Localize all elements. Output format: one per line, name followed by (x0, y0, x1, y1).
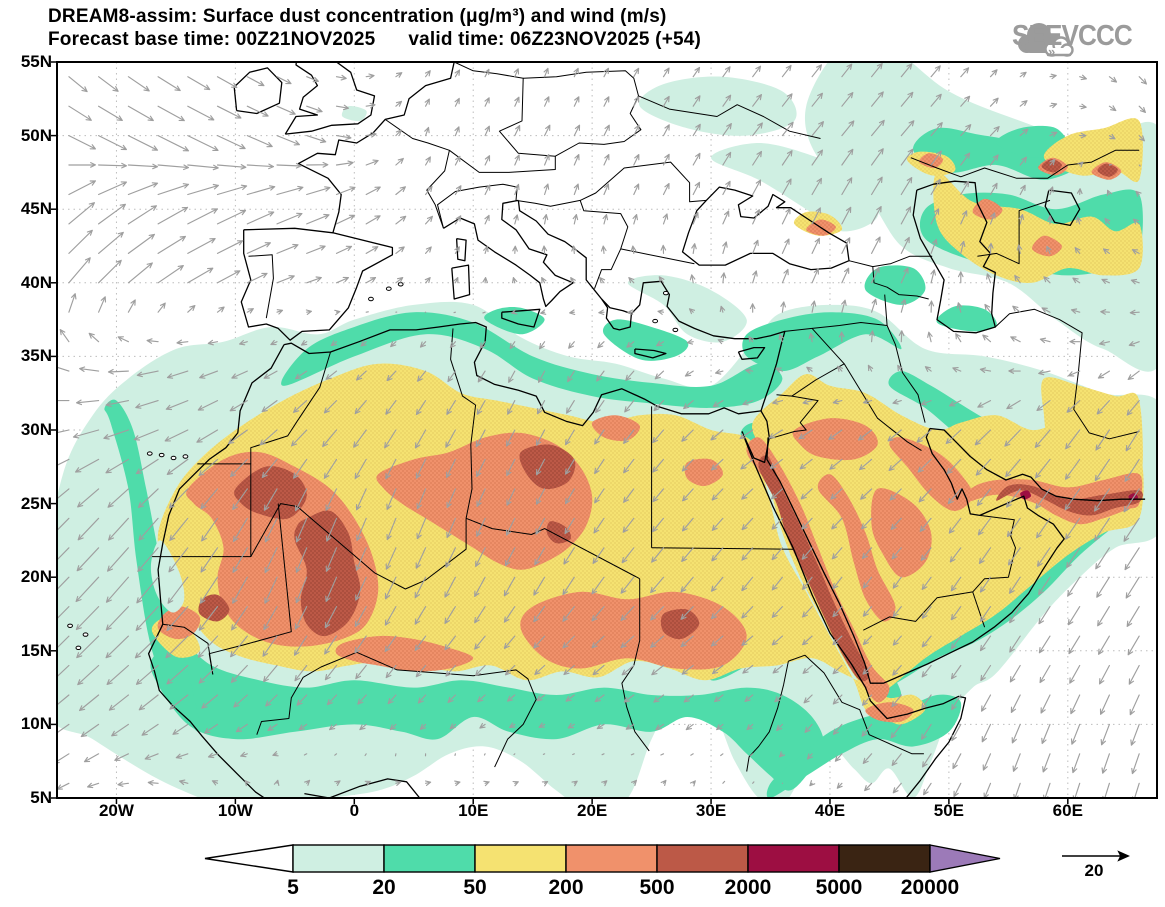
lon-label-60E: 60E (1052, 801, 1083, 820)
lat-label-30N: 30N (20, 420, 52, 439)
colorbar-label-50: 50 (463, 876, 487, 899)
lat-label-55N: 55N (20, 52, 52, 71)
lat-label-15N: 15N (20, 640, 52, 660)
wind-ref-label: 20 (1084, 861, 1104, 880)
lat-label-45N: 45N (20, 199, 52, 219)
seevccc-logo: » SEEVCCC (1012, 20, 1145, 59)
wind-ref-arrow (1062, 850, 1130, 862)
lat-label-20N: 20N (20, 567, 52, 587)
lon-label-20E: 20E (577, 801, 608, 820)
forecast-times: Forecast base time: 00Z21NOV2025 valid t… (48, 29, 702, 50)
colorbar-label-2000: 2000 (724, 876, 772, 899)
figure-title: DREAM8-assim: Surface dust concentration… (48, 6, 667, 27)
lon-label-20W: 20W (98, 801, 134, 820)
wind-vector-layer (57, 63, 1147, 798)
colorbar (204, 844, 1001, 873)
lat-label-50N: 50N (20, 125, 52, 145)
lat-label-25N: 25N (20, 493, 52, 513)
lon-label-30E: 30E (695, 801, 727, 820)
colorbar-label-20000: 20000 (900, 876, 960, 899)
lon-label-10W: 10W (217, 801, 253, 820)
lat-label-40N: 40N (20, 272, 52, 292)
svg-text:»: » (1048, 44, 1055, 59)
lon-label-40E: 40E (814, 801, 846, 820)
colorbar-label-200: 200 (548, 876, 584, 899)
lon-label-50E: 50E (933, 801, 965, 820)
dust-concentration-layer (57, 62, 1157, 798)
colorbar-label-500: 500 (639, 876, 675, 899)
lat-label-5N: 5N (30, 788, 52, 807)
coastlines-borders-layer (67, 62, 1146, 798)
lon-label-0: 0 (349, 801, 360, 820)
lon-label-10E: 10E (458, 801, 489, 820)
cloud-logo-icon: » (1018, 23, 1074, 59)
lat-label-35N: 35N (20, 346, 52, 366)
lat-label-10N: 10N (20, 714, 52, 734)
logo-text: SEEVCCC (1012, 20, 1133, 52)
colorbar-label-5000: 5000 (815, 876, 863, 899)
colorbar-label-20: 20 (372, 876, 396, 899)
colorbar-label-5: 5 (287, 876, 299, 899)
